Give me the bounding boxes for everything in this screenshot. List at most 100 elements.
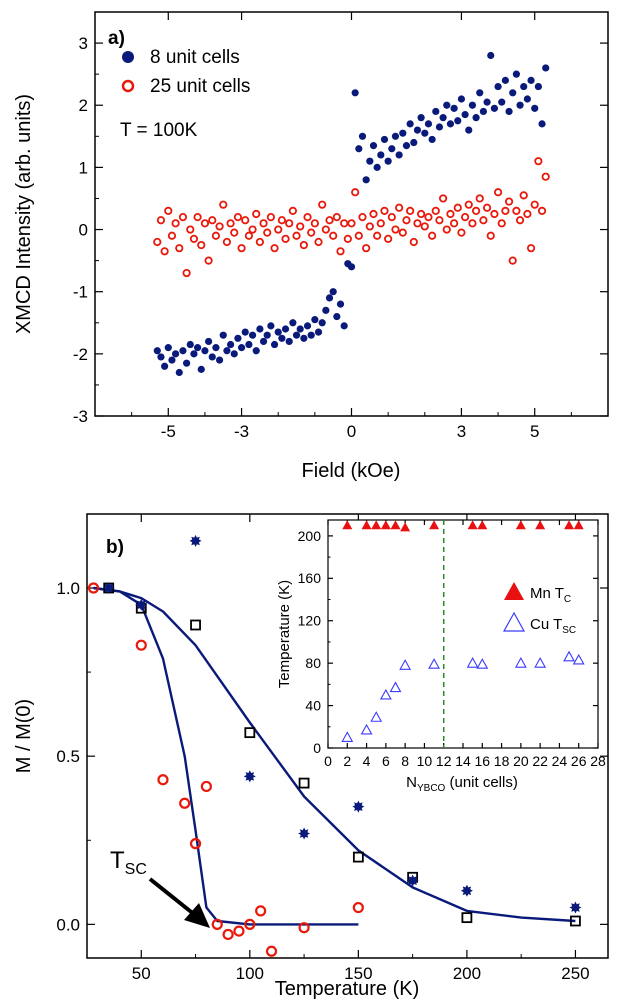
y-tick-label: 2 (79, 96, 88, 115)
data-point-8uc (479, 107, 488, 116)
data-point-25uc (449, 219, 459, 228)
data-point-8uc (219, 331, 227, 339)
data-point-8uc (212, 344, 220, 352)
panel-b-ylabel: M / M(0) (13, 699, 35, 773)
data-point-25uc (288, 206, 297, 215)
y-tick-label: 120 (298, 613, 322, 629)
data-point-8uc (406, 120, 414, 128)
data-point-8uc (450, 104, 458, 112)
data-point-circle (135, 639, 147, 651)
data-point-circle (87, 582, 100, 594)
x-tick-label: 50 (132, 964, 151, 983)
data-point-25uc (380, 206, 389, 215)
data-point-8uc (487, 51, 495, 60)
y-tick-label: 200 (298, 528, 322, 544)
data-point-25uc (233, 213, 243, 222)
data-point-star (102, 582, 115, 594)
data-point-8uc (281, 325, 290, 333)
panel-a: -5 -3 0 3 5 -3 -2 -1 0 1 2 3 a) 8 unit cells 25 uni… (13, 11, 609, 482)
inset-xlabel-rest: (unit cells) (445, 774, 518, 791)
data-point-8uc (476, 89, 484, 97)
data-point-8uc (175, 368, 183, 377)
data-point-mn-tc (371, 520, 382, 530)
data-point-25uc (439, 194, 448, 203)
data-point-25uc (193, 213, 202, 222)
svg-text:TSC: TSC (110, 847, 147, 878)
data-point-25uc (252, 209, 261, 219)
data-point-circle (157, 774, 169, 786)
data-point-25uc (508, 256, 517, 265)
data-point-25uc (263, 228, 272, 237)
x-tick-label: 0 (324, 753, 332, 769)
svg-text:Cu TSC: Cu TSC (530, 616, 576, 636)
data-point-25uc (178, 213, 188, 222)
panel-b-fit-lines (93, 586, 576, 926)
data-point-cu-tsc (399, 659, 412, 670)
x-tick-label: 150 (344, 964, 372, 983)
data-point-25uc (541, 172, 550, 181)
data-point-circle (222, 928, 234, 941)
data-point-25uc (274, 225, 283, 234)
data-point-25uc (156, 216, 166, 225)
data-point-8uc (230, 350, 238, 358)
data-point-circle (211, 918, 223, 930)
data-point-square (190, 619, 201, 631)
x-tick-label: 16 (474, 753, 490, 769)
data-point-25uc (471, 206, 481, 215)
data-point-mn-tc (564, 520, 575, 530)
legend-25uc-marker (121, 79, 135, 93)
data-point-8uc (512, 70, 520, 78)
data-point-25uc (340, 219, 349, 228)
data-point-cu-tsc (514, 657, 527, 668)
data-point-8uc (190, 350, 198, 358)
data-point-8uc (289, 319, 297, 327)
y-tick-label: 40 (305, 697, 321, 713)
y-tick-label: 3 (79, 34, 88, 53)
data-point-8uc (509, 89, 517, 97)
data-point-star (243, 770, 256, 783)
tsc-arrow-line (148, 877, 197, 917)
data-point-8uc (274, 328, 282, 336)
x-tick-label: 4 (363, 753, 371, 769)
data-point-8uc (333, 312, 341, 321)
data-point-8uc (432, 107, 440, 116)
data-point-25uc (211, 231, 221, 240)
data-point-8uc (542, 64, 550, 72)
data-point-8uc (435, 123, 444, 131)
data-point-25uc (406, 206, 415, 215)
x-tick-label: 250 (561, 964, 589, 983)
data-point-8uc (443, 101, 451, 109)
data-point-8uc (296, 325, 304, 333)
y-tick-label: 160 (298, 570, 322, 586)
data-point-25uc (219, 200, 228, 209)
data-point-25uc (504, 197, 514, 206)
data-point-8uc (534, 82, 542, 91)
data-point-mn-tc (390, 520, 401, 530)
data-point-25uc (270, 244, 279, 253)
data-point-8uc (498, 98, 506, 106)
data-point-8uc (413, 126, 422, 134)
data-point-25uc (314, 237, 323, 247)
data-point-8uc (259, 337, 268, 346)
data-point-25uc (534, 157, 543, 166)
data-point-25uc (479, 216, 488, 225)
data-point-square (352, 851, 364, 863)
data-point-25uc (515, 216, 525, 225)
x-tick-label: 10 (417, 753, 433, 769)
data-point-25uc (497, 219, 506, 228)
panel-a-annotation: T = 100K (120, 120, 198, 141)
legend-mn-tc-sub: C (564, 594, 571, 605)
panel-b-points (87, 534, 582, 957)
data-point-25uc (493, 188, 503, 197)
data-point-25uc (244, 231, 253, 240)
data-point-25uc (285, 219, 294, 228)
x-tick-label: 20 (513, 753, 529, 769)
data-point-25uc (167, 231, 177, 240)
data-point-8uc (369, 142, 378, 150)
data-point-25uc (537, 206, 547, 215)
data-point-25uc (222, 237, 232, 247)
data-point-circle (244, 918, 256, 930)
inset-xlabel-sub: YBCO (417, 783, 446, 794)
inset-legend: Mn TC Cu TSC (502, 582, 576, 636)
data-point-8uc (314, 328, 323, 336)
